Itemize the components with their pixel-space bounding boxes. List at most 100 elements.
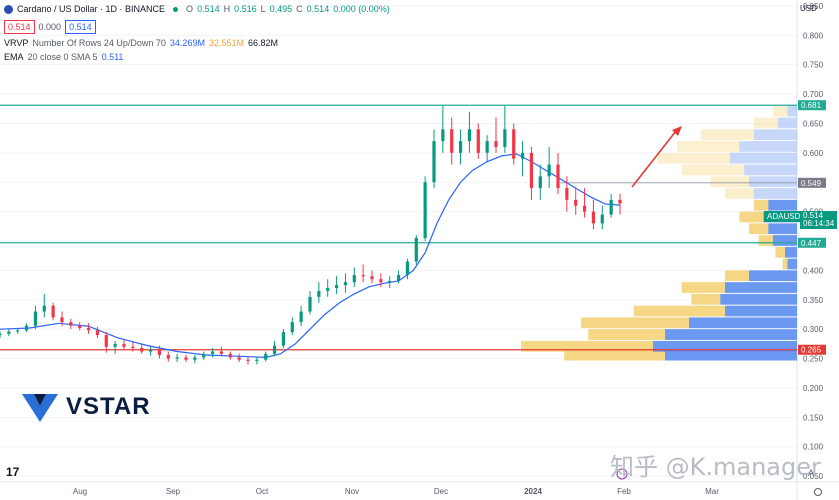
symbol-title[interactable]: Cardano / US Dollar · 1D · BINANCE	[17, 4, 166, 14]
volume-profile-down-bar	[725, 188, 754, 199]
candle-body	[414, 238, 418, 262]
candle-body	[405, 261, 410, 276]
candle-body	[476, 129, 480, 153]
candle-body	[503, 129, 507, 147]
candle-body	[370, 276, 374, 280]
volume-profile-up-bar	[653, 340, 797, 352]
volume-profile-up-bar	[665, 349, 797, 361]
ema-params: 20 close 0 SMA 5	[27, 52, 98, 62]
volume-profile-down-bar	[681, 164, 745, 176]
high-value: 0.516	[234, 4, 257, 14]
volume-profile-up-bar	[785, 246, 797, 258]
candle-body	[175, 357, 179, 359]
candle-body	[290, 322, 294, 333]
candle-body	[0, 333, 2, 336]
volume-profile-up-bar	[787, 105, 797, 117]
watermark: 知乎 @K.manager	[610, 453, 821, 481]
price-axis-tick-label: 0.300	[803, 325, 824, 334]
candle-body	[352, 275, 356, 283]
high-label: H	[223, 4, 231, 14]
volume-profile-down-bar	[677, 141, 740, 152]
currency-selector[interactable]: USD	[800, 4, 817, 13]
bid-ask-row: 0.514 0.000 0.514	[4, 20, 96, 34]
volume-profile-down-bar	[753, 117, 778, 129]
time-axis-tick-label: Oct	[256, 487, 269, 496]
bar-countdown: 06:14:34	[803, 219, 835, 228]
candle-body	[308, 296, 312, 312]
price-axis-tick-label: 0.600	[803, 149, 824, 158]
candle-body	[485, 141, 489, 153]
volume-profile-up-bar	[753, 188, 797, 199]
low-label: L	[260, 4, 266, 14]
volume-profile-up-bar	[753, 129, 797, 141]
volume-profile-up-bar	[768, 199, 797, 211]
candle-body	[343, 282, 348, 286]
volume-profile-down-bar	[633, 305, 725, 317]
symbol-tag-name: ADAUSD	[767, 212, 801, 221]
candle-body	[246, 359, 250, 361]
price-axis-tick-label: 0.800	[803, 31, 824, 40]
time-axis-tick-label: Sep	[166, 487, 181, 496]
candle-body	[86, 327, 91, 331]
candle-body	[609, 199, 613, 215]
open-label: O	[186, 4, 194, 14]
change-value: 0.000 (0.00%)	[333, 4, 390, 14]
ema-line	[0, 153, 621, 358]
price-axis-tick-label: 0.850	[803, 2, 824, 11]
candle-body	[193, 357, 197, 360]
volume-profile-up-bar	[773, 235, 797, 246]
last-price-tag: 0.514 06:14:34	[800, 211, 838, 229]
candle-body	[529, 152, 534, 189]
ema-legend[interactable]: EMA 20 close 0 SMA 5 0.511	[4, 52, 123, 62]
time-axis-tick-label: Dec	[434, 487, 448, 496]
volume-profile-up-bar	[739, 141, 797, 152]
volume-profile-up-bar	[725, 305, 797, 317]
sell-button[interactable]: 0.514	[4, 20, 35, 34]
price-axis-tick-label: 0.100	[803, 443, 824, 452]
candle-body	[122, 343, 126, 347]
candle-body	[396, 275, 401, 281]
price-axis-tick-label: 0.150	[803, 413, 824, 422]
volume-profile-up-bar	[787, 258, 797, 270]
candle-body	[432, 141, 436, 183]
candle-body	[379, 279, 383, 283]
candle-body	[547, 164, 551, 177]
vrvp-legend[interactable]: VRVP Number Of Rows 24 Up/Down 70 34.269…	[4, 38, 278, 48]
open-value: 0.514	[197, 4, 220, 14]
candle-body	[210, 351, 215, 354]
volume-profile-down-bar	[581, 317, 689, 329]
vstar-logo-text: VSTAR	[66, 393, 151, 420]
candle-body	[512, 129, 516, 159]
time-axis-tick-label: Aug	[73, 487, 87, 496]
vrvp-up-value: 34.269M	[169, 38, 205, 48]
candle-body	[148, 349, 153, 352]
symbol-price-tag: ADAUSD	[764, 211, 804, 222]
level-price-tag-label: 0.447	[801, 239, 822, 248]
candle-body	[388, 280, 392, 283]
volume-profile-down-bar	[758, 235, 773, 246]
auto-scale-icon: A	[808, 468, 814, 478]
candle-body	[95, 330, 100, 336]
volume-profile-down-bar	[749, 223, 769, 235]
spread-value: 0.000	[38, 22, 62, 32]
volume-profile-down-bar	[753, 199, 769, 211]
candle-body	[582, 205, 587, 212]
buy-button[interactable]: 0.514	[65, 20, 96, 34]
level-price-tag	[798, 100, 826, 111]
price-axis-tick-label: 0.400	[803, 266, 824, 275]
ema-label: EMA	[4, 52, 24, 62]
volume-profile-down-bar	[773, 105, 788, 117]
volume-profile-down-bar	[657, 152, 730, 164]
volume-profile-up-bar	[689, 317, 797, 329]
price-label-tag-text: 0.549	[801, 179, 822, 188]
level-price-tag-label: 0.265	[801, 346, 822, 355]
candle-body	[565, 188, 569, 200]
vrvp-label: VRVP	[4, 38, 29, 48]
price-axis-tick-label: 0.350	[803, 296, 824, 305]
price-axis-tick-label: 0.200	[803, 384, 824, 393]
candle-body	[281, 332, 286, 346]
candle-body	[255, 359, 259, 361]
volume-profile-down-bar	[588, 329, 665, 340]
trend-arrow-head	[672, 126, 682, 136]
